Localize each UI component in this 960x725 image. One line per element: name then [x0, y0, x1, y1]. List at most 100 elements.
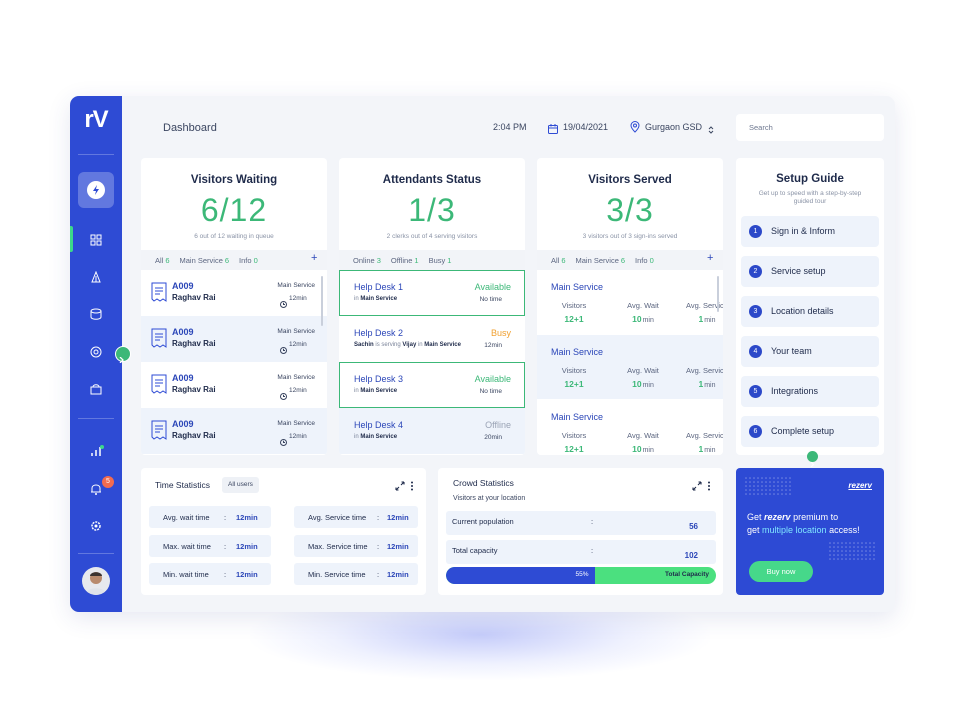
buy-button[interactable]: Buy now: [749, 561, 813, 582]
avatar[interactable]: [82, 567, 110, 595]
search-input[interactable]: Search: [736, 114, 884, 141]
icon-part: [861, 546, 863, 548]
icon-part: [91, 521, 101, 531]
stat-row: Avg. wait time:12min: [149, 506, 271, 528]
icon-part: [280, 301, 287, 308]
icon-part: [283, 394, 285, 397]
nav-item[interactable]: [90, 270, 102, 288]
card-actions[interactable]: [692, 478, 714, 496]
icon-part: [781, 493, 783, 495]
icon-part: [753, 485, 755, 487]
desk-row[interactable]: Help Desk 1 in Main Service Available No tim…: [339, 270, 525, 316]
icon-part: [845, 558, 847, 560]
setup-step[interactable]: 5 Integrations: [741, 376, 879, 407]
tab[interactable]: Main Service 6: [180, 256, 230, 265]
nav-item[interactable]: [90, 233, 102, 251]
stat-label: Avg. Service: [686, 301, 723, 310]
sidebar: rV 5: [70, 96, 122, 612]
queue-row[interactable]: A009 Raghav Rai Main Service 12min: [141, 270, 327, 316]
tab-count: 3: [376, 256, 381, 265]
separator: :: [224, 570, 227, 579]
icon-part: [749, 477, 751, 479]
icon-part: [761, 481, 763, 483]
icon-part: [865, 550, 867, 552]
nav-item[interactable]: [90, 382, 102, 400]
tab[interactable]: Offline 1: [391, 256, 419, 265]
card-title: Time Statistics: [155, 480, 210, 490]
icon-part: [857, 550, 859, 552]
nav-item-active[interactable]: [78, 172, 114, 208]
desk-row[interactable]: Help Desk 3 in Main Service Available No tim…: [339, 362, 525, 408]
served-entry[interactable]: Main Service Visitors 12+1 Avg. Wait 10min Av…: [537, 270, 723, 334]
tab[interactable]: All 6: [155, 256, 170, 265]
card-actions[interactable]: [395, 478, 417, 496]
desk-row[interactable]: Help Desk 4 in Main Service Offline 20min: [339, 408, 525, 454]
served-entry[interactable]: Main Service Visitors 12+1 Avg. Wait 10min Av…: [537, 400, 723, 455]
dot-pattern: [828, 541, 878, 568]
queue-row[interactable]: A009 Raghav Rai Main Service 12min: [141, 408, 327, 454]
tab[interactable]: Online 3: [353, 256, 381, 265]
collapse-toggle[interactable]: [115, 346, 131, 362]
wait: 12min: [289, 433, 307, 440]
tab[interactable]: Busy 1: [429, 256, 452, 265]
card-title: Crowd Statistics: [453, 478, 514, 488]
icon-part: [769, 477, 771, 479]
icon-part: [90, 308, 102, 314]
icon-part: [280, 301, 287, 308]
tab-bar: All 6 Main Service 6 Info 0 +: [537, 250, 723, 270]
icon-part: [757, 485, 759, 487]
icon-part: [761, 493, 763, 495]
scrollbar: [717, 276, 719, 312]
setup-step[interactable]: 4 Your team: [741, 336, 879, 367]
icon-part: [773, 477, 775, 479]
icon-part: [90, 386, 102, 395]
desk-row[interactable]: Help Desk 2 Sachin is serving Vijay in Main S…: [339, 316, 525, 362]
location-select[interactable]: Gurgaon GSD: [645, 122, 703, 132]
icon-part: [708, 481, 710, 484]
tab[interactable]: Info 0: [239, 256, 258, 265]
nav-item[interactable]: [90, 482, 102, 500]
setup-step[interactable]: 6 Complete setup: [741, 416, 879, 447]
tab[interactable]: Main Service 6: [576, 256, 626, 265]
setup-guide-card: Setup Guide Get up to speed with a step-b…: [736, 158, 884, 455]
icon-part: [765, 477, 767, 479]
visitor-name: Raghav Rai: [172, 385, 216, 394]
add-button[interactable]: +: [311, 252, 318, 264]
card-subtitle: Get up to speed with a step-by-step guid…: [758, 190, 862, 205]
nav-item[interactable]: [90, 307, 102, 325]
add-button[interactable]: +: [707, 252, 714, 264]
stat-row: Max. Service time:12min: [294, 534, 418, 557]
service: Main Service: [551, 412, 604, 422]
card-title: Attendants Status: [382, 174, 482, 186]
stat-value: 12min: [236, 541, 258, 551]
icon-part: [765, 481, 767, 483]
setup-step[interactable]: 3 Location details: [741, 296, 879, 327]
icon-part: [85, 588, 107, 595]
setup-step[interactable]: 1 Sign in & Inform: [741, 216, 879, 247]
tab[interactable]: Info 0: [635, 256, 654, 265]
icon-part: [708, 488, 710, 491]
nav-item[interactable]: [90, 444, 104, 462]
setup-step[interactable]: 2 Service setup: [741, 256, 879, 287]
icon-part: [837, 554, 839, 556]
nav-item[interactable]: [90, 345, 102, 363]
icon-part: [280, 393, 287, 400]
promo-card: rezerv Get rezerv premium to get multiple lo…: [736, 468, 884, 595]
notification-badge: 5: [102, 476, 114, 488]
queue-row[interactable]: A009 Raghav Rai Main Service 12min: [141, 316, 327, 362]
step-number: 4: [749, 345, 762, 358]
icon-part: [630, 121, 640, 133]
icon-part: [761, 485, 763, 487]
visitor-name: Raghav Rai: [172, 293, 216, 302]
icon-part: [845, 542, 847, 544]
divider: [78, 154, 114, 155]
scroll-more[interactable]: [807, 451, 818, 462]
queue-row[interactable]: A009 Raghav Rai Main Service 12min: [141, 362, 327, 408]
tab[interactable]: All 6: [551, 256, 566, 265]
nav-item[interactable]: [90, 519, 102, 537]
icon-part: [90, 346, 102, 358]
filter-pill[interactable]: All users: [222, 477, 259, 493]
served-entry[interactable]: Main Service Visitors 12+1 Avg. Wait 10min Av…: [537, 335, 723, 399]
stat-value: 12min: [387, 541, 409, 551]
icon-part: [745, 481, 747, 483]
